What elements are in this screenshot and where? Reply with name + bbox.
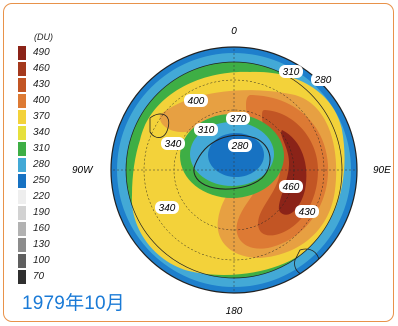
legend-label: 400	[33, 95, 50, 106]
legend-label: 100	[33, 255, 50, 266]
legend-label: 490	[33, 47, 50, 58]
legend-swatch	[18, 238, 26, 252]
legend-row: 100	[18, 254, 78, 268]
legend-label: 250	[33, 175, 50, 186]
legend-swatch	[18, 158, 26, 172]
legend-label: 370	[33, 111, 50, 122]
ozone-zone-430	[258, 110, 318, 236]
legend-swatch	[18, 174, 26, 188]
legend-row: 130	[18, 238, 78, 252]
legend-row: 460	[18, 62, 78, 76]
legend-row: 370	[18, 110, 78, 124]
legend-row: 430	[18, 78, 78, 92]
legend-label: 70	[33, 271, 45, 282]
legend-row: 340	[18, 126, 78, 140]
legend-row: 490	[18, 46, 78, 60]
legend-row: 250	[18, 174, 78, 188]
legend-label: 280	[33, 159, 50, 170]
south-america-outline	[149, 113, 170, 138]
legend-row: 70	[18, 270, 78, 284]
contour-label: 280	[314, 75, 332, 86]
map-boundary	[110, 46, 358, 294]
legend-label: 220	[33, 191, 50, 202]
legend-swatch	[18, 190, 26, 204]
contour-label: 340	[165, 139, 182, 150]
legend-label: 160	[33, 223, 50, 234]
axis-label-top: 0	[231, 26, 237, 37]
legend-swatch	[18, 270, 26, 284]
contour-label: 370	[230, 114, 247, 125]
legend-swatch	[18, 46, 26, 60]
contour-label: 430	[299, 207, 316, 218]
legend-swatch	[18, 110, 26, 124]
legend-label: 130	[33, 239, 50, 250]
contour-label: 280	[231, 141, 249, 152]
legend-label: 460	[33, 63, 50, 74]
legend-swatch	[18, 78, 26, 92]
legend-label: 310	[33, 143, 50, 154]
contour-label: 310	[198, 125, 215, 136]
contour-label: 400	[188, 96, 205, 107]
contour-label: 340	[159, 203, 176, 214]
legend-row: 220	[18, 190, 78, 204]
axis-label-right: 90E	[373, 165, 391, 176]
legend-row: 280	[18, 158, 78, 172]
legend-row: 310	[18, 142, 78, 156]
legend-row: 160	[18, 222, 78, 236]
legend-swatch	[18, 62, 26, 76]
legend-swatch	[18, 222, 26, 236]
legend-row: 400	[18, 94, 78, 108]
latitude-circle	[143, 79, 325, 261]
axis-label-bottom: 180	[226, 306, 243, 317]
legend-label: 340	[33, 127, 50, 138]
date-caption: 1979年10月	[22, 293, 126, 314]
legend-label: 430	[33, 79, 50, 90]
legend-unit: (DU)	[34, 32, 53, 42]
axis-label-left: 90W	[72, 165, 94, 176]
ozone-zone-460	[278, 130, 307, 215]
legend-label: 190	[33, 207, 50, 218]
legend-row: 190	[18, 206, 78, 220]
antarctica-outline	[193, 134, 271, 190]
legend-swatch	[18, 126, 26, 140]
legend-swatch	[18, 94, 26, 108]
contour-label: 310	[283, 67, 300, 78]
legend-swatch	[18, 206, 26, 220]
legend-swatch	[18, 142, 26, 156]
legend-swatch	[18, 254, 26, 268]
contour-label: 460	[283, 182, 300, 193]
